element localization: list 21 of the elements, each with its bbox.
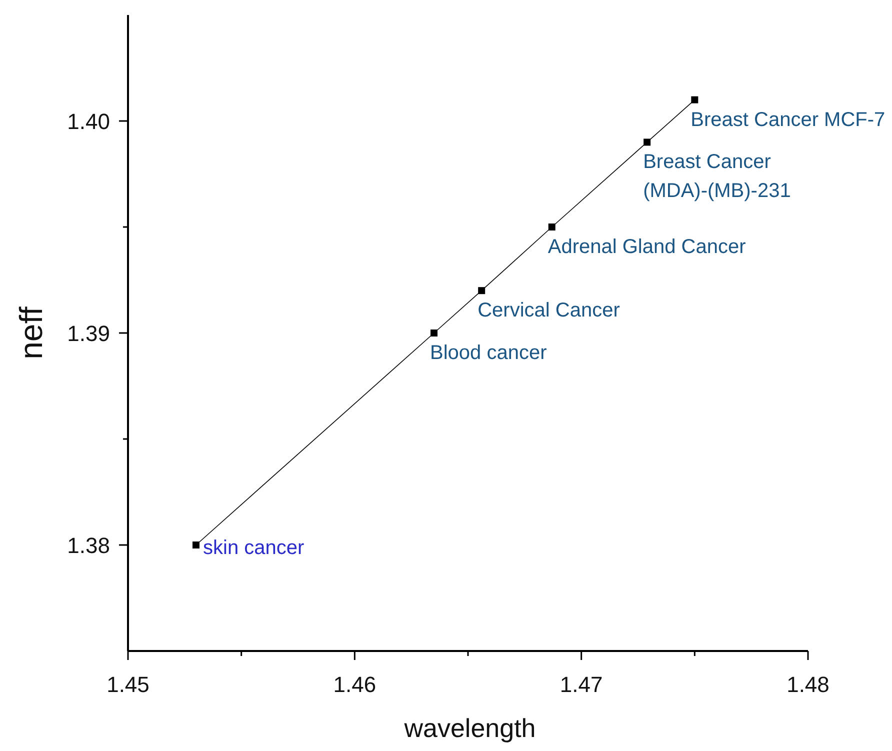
annotation: skin cancer — [203, 537, 304, 559]
x-tick-label: 1.48 — [786, 672, 830, 697]
annotation: Breast Cancer MCF-7 — [690, 108, 886, 131]
y-tick-label: 1.39 — [67, 321, 110, 346]
point — [691, 96, 698, 104]
point — [644, 138, 651, 146]
annotation: Adrenal Gland Cancer — [548, 236, 746, 258]
point — [548, 224, 556, 230]
y-tick-label: 1.40 — [67, 109, 110, 134]
annotation: Cervical Cancer — [478, 300, 620, 322]
point — [430, 330, 438, 336]
y-tick-label: 1.38 — [67, 533, 110, 558]
point — [478, 287, 486, 294]
annotation: Breast Cancer (MDA)-(MB)-231 — [643, 151, 791, 202]
point — [192, 542, 200, 548]
y-axis-title: neff — [13, 306, 49, 360]
annotation: Blood cancer — [430, 342, 548, 364]
x-axis-title: wavelength — [403, 713, 536, 743]
x-tick-label: 1.45 — [106, 672, 150, 697]
x-tick-label: 1.46 — [333, 672, 376, 697]
x-tick-label: 1.47 — [560, 672, 603, 697]
